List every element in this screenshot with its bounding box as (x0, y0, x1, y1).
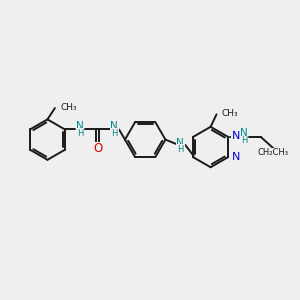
Text: H: H (111, 129, 118, 138)
Text: H: H (76, 129, 83, 138)
Text: N: N (232, 152, 240, 161)
Text: N: N (76, 121, 84, 131)
Text: H: H (241, 136, 247, 145)
Text: N: N (176, 138, 184, 148)
Text: N: N (240, 128, 248, 138)
Text: CH₃: CH₃ (60, 103, 77, 112)
Text: CH₃: CH₃ (222, 109, 238, 118)
Text: N: N (232, 131, 240, 141)
Text: N: N (110, 121, 118, 131)
Text: O: O (93, 142, 102, 155)
Text: CH₂CH₃: CH₂CH₃ (258, 148, 289, 157)
Text: H: H (177, 145, 184, 154)
